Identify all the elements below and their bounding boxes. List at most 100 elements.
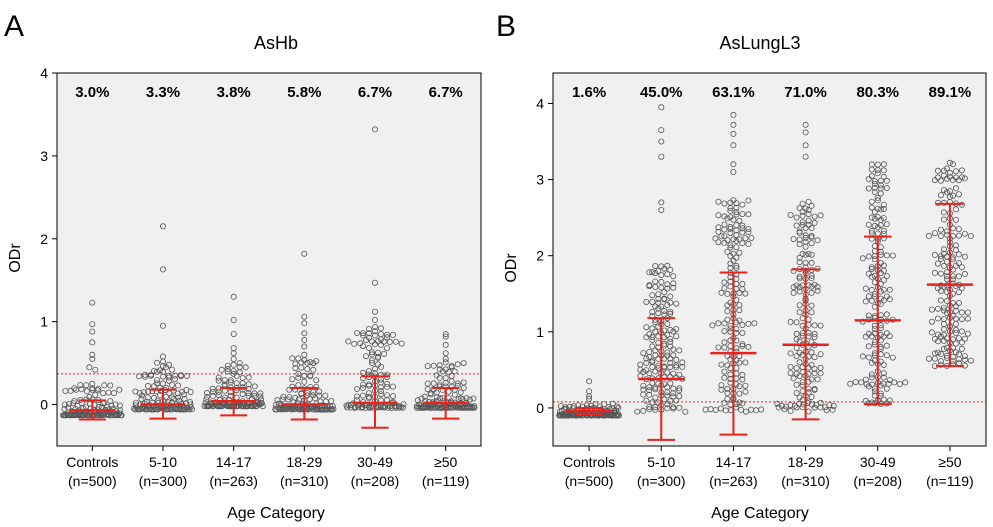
data-point xyxy=(655,295,662,302)
data-point xyxy=(865,383,872,390)
data-point xyxy=(658,303,665,310)
data-point xyxy=(793,222,800,229)
data-point xyxy=(883,184,890,191)
data-point xyxy=(940,172,947,179)
data-point xyxy=(362,404,369,411)
data-point xyxy=(667,380,674,387)
x-tick-sample-size: (n=310) xyxy=(280,473,329,489)
data-point xyxy=(952,307,959,314)
data-point xyxy=(952,329,959,336)
data-point xyxy=(721,213,728,220)
data-point xyxy=(174,394,181,401)
data-point xyxy=(89,385,96,392)
data-point xyxy=(937,232,944,239)
data-point xyxy=(961,230,968,237)
percent-label: 5.8% xyxy=(287,84,321,101)
data-point xyxy=(673,356,680,363)
data-point xyxy=(811,330,818,337)
data-point xyxy=(736,359,743,366)
data-point xyxy=(808,224,815,231)
data-point xyxy=(787,370,794,377)
percent-label: 45.0% xyxy=(640,84,683,101)
data-point xyxy=(377,384,384,391)
data-point xyxy=(742,290,749,297)
plot-frame xyxy=(56,72,482,447)
data-point xyxy=(144,382,151,389)
data-point xyxy=(66,400,73,407)
data-point xyxy=(646,370,653,377)
data-point xyxy=(730,111,737,118)
data-point xyxy=(880,396,887,403)
data-point xyxy=(745,197,752,204)
data-point xyxy=(727,260,734,267)
data-point xyxy=(239,391,246,398)
percent-label: 6.7% xyxy=(429,84,463,101)
data-point xyxy=(796,229,803,236)
data-point xyxy=(787,211,794,218)
data-point xyxy=(937,226,944,233)
data-point xyxy=(826,401,833,408)
data-point xyxy=(946,188,953,195)
data-point xyxy=(177,373,184,380)
data-point xyxy=(871,188,878,195)
data-point xyxy=(153,368,160,375)
data-point xyxy=(805,217,812,224)
data-point xyxy=(940,199,947,206)
data-point xyxy=(230,293,237,300)
data-point xyxy=(961,253,968,260)
data-point xyxy=(165,374,172,381)
data-point xyxy=(676,347,683,354)
data-point xyxy=(796,204,803,211)
data-point xyxy=(787,350,794,357)
data-point xyxy=(652,404,659,411)
data-point xyxy=(943,165,950,172)
data-point xyxy=(664,352,671,359)
data-point xyxy=(934,349,941,356)
data-point xyxy=(883,221,890,228)
panel-b-ylabel: ODr xyxy=(503,253,520,283)
data-point xyxy=(796,241,803,248)
data-point xyxy=(796,275,803,282)
data-point xyxy=(808,283,815,290)
data-point xyxy=(952,340,959,347)
data-point xyxy=(859,255,866,262)
data-point xyxy=(862,333,869,340)
data-point xyxy=(389,383,396,390)
data-point xyxy=(667,293,674,300)
data-point xyxy=(937,288,944,295)
data-point xyxy=(646,384,653,391)
data-point xyxy=(616,412,623,419)
data-point xyxy=(721,374,728,381)
data-point xyxy=(392,404,399,411)
data-point xyxy=(652,319,659,326)
data-point xyxy=(955,356,962,363)
data-point xyxy=(718,382,725,389)
data-point xyxy=(652,352,659,359)
data-point xyxy=(649,357,656,364)
data-point xyxy=(652,262,659,269)
data-point xyxy=(230,316,237,323)
data-point xyxy=(745,320,752,327)
data-point xyxy=(171,376,178,383)
data-point xyxy=(351,404,358,411)
data-point xyxy=(383,345,390,352)
data-point xyxy=(940,337,947,344)
data-point xyxy=(739,229,746,236)
data-point xyxy=(727,244,734,251)
data-point xyxy=(365,325,372,332)
data-point xyxy=(811,281,818,288)
data-point xyxy=(799,219,806,226)
data-point xyxy=(301,343,308,350)
data-point xyxy=(679,359,686,366)
data-point xyxy=(928,306,935,313)
data-point xyxy=(383,383,390,390)
data-point xyxy=(676,404,683,411)
data-point xyxy=(955,191,962,198)
data-point xyxy=(251,383,258,390)
data-point xyxy=(736,236,743,243)
data-point xyxy=(377,391,384,398)
y-tick-label: 4 xyxy=(536,95,544,111)
data-point xyxy=(934,260,941,267)
data-point xyxy=(955,251,962,258)
data-point xyxy=(664,369,671,376)
